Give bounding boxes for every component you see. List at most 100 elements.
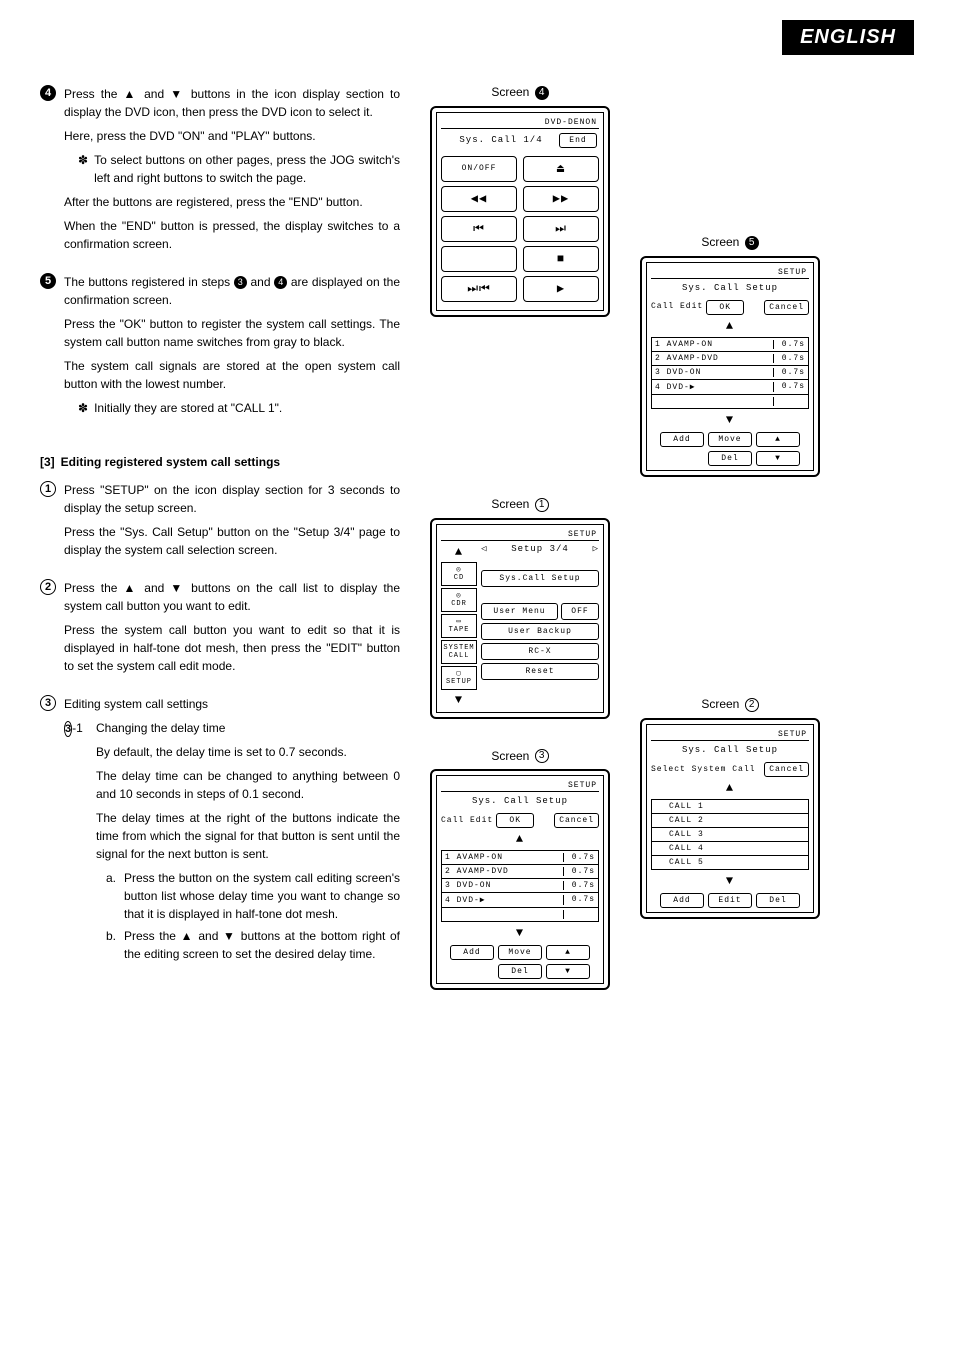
screen2-num: 2 xyxy=(745,698,759,712)
s5-up-arrow[interactable]: ▲ xyxy=(651,318,809,334)
step5-note: Initially they are stored at "CALL 1". xyxy=(94,399,282,417)
edit-step-1: 1 xyxy=(40,481,56,497)
s3-ok-button[interactable]: OK xyxy=(496,813,534,828)
s4-ab-button[interactable]: ⏭⏮ xyxy=(441,276,517,302)
s4-next-button[interactable]: ⏭ xyxy=(523,216,599,242)
s5-add-button[interactable]: Add xyxy=(660,432,704,447)
s4-play-button[interactable]: ▶ xyxy=(523,276,599,302)
s3-cancel-button[interactable]: Cancel xyxy=(554,813,599,828)
s3-calledit: Call Edit xyxy=(441,817,493,826)
estep3-p1: By default, the delay time is set to 0.7… xyxy=(96,743,400,761)
s3-add-button[interactable]: Add xyxy=(450,945,494,960)
syscall-icon[interactable]: SYSTEM CALL xyxy=(441,640,477,664)
estep3-p2: The delay time can be changed to anythin… xyxy=(96,767,400,803)
screen4-num: 4 xyxy=(535,86,549,100)
s3-down-arrow[interactable]: ▼ xyxy=(441,925,599,941)
cd-icon[interactable]: ◎CD xyxy=(441,562,477,586)
s4-blank-button[interactable] xyxy=(441,246,517,272)
cdr-icon[interactable]: ◎CDR xyxy=(441,588,477,612)
s2-down-arrow[interactable]: ▼ xyxy=(651,873,809,889)
list-item[interactable]: CALL 4 xyxy=(652,842,808,856)
estep3-title: Editing system call settings xyxy=(64,695,400,713)
s3-del-button[interactable]: Del xyxy=(498,964,542,979)
list-item[interactable]: CALL 3 xyxy=(652,828,808,842)
s1-header: SETUP xyxy=(441,529,599,541)
step4-p4: When the "END" button is pressed, the di… xyxy=(64,217,400,253)
s3-up-button[interactable]: ▲ xyxy=(546,945,590,960)
syscall-setup-button[interactable]: Sys.Call Setup xyxy=(481,570,599,587)
list-item[interactable]: 3 DVD-ON0.7s xyxy=(442,879,598,893)
up-arrow-icon[interactable]: ▲ xyxy=(441,544,477,560)
screen4-device: DVD-DENON Sys. Call 1/4 End ON/OFF ⏏ ◀◀ … xyxy=(430,106,610,317)
setup-icon[interactable]: ▢SETUP xyxy=(441,666,477,690)
edit-step-3: 3 xyxy=(40,695,56,711)
list-item[interactable]: CALL 2 xyxy=(652,814,808,828)
s2-cancel-button[interactable]: Cancel xyxy=(764,762,809,777)
s3-list: 1 AVAMP-ON0.7s 2 AVAMP-DVD0.7s 3 DVD-ON0… xyxy=(441,850,599,922)
s3-up-arrow[interactable]: ▲ xyxy=(441,831,599,847)
step5-p3: The system call signals are stored at th… xyxy=(64,357,400,393)
userbackup-button[interactable]: User Backup xyxy=(481,623,599,640)
rcx-button[interactable]: RC-X xyxy=(481,643,599,660)
s5-up-button[interactable]: ▲ xyxy=(756,432,800,447)
s2-edit-button[interactable]: Edit xyxy=(708,893,752,908)
s5-del-button[interactable]: Del xyxy=(708,451,752,466)
item-a-label: a. xyxy=(106,869,120,923)
s4-rew-button[interactable]: ◀◀ xyxy=(441,186,517,212)
s5-header: SETUP xyxy=(651,267,809,279)
s2-up-arrow[interactable]: ▲ xyxy=(651,780,809,796)
language-tab: ENGLISH xyxy=(782,20,914,55)
step4-p2: Here, press the DVD "ON" and "PLAY" butt… xyxy=(64,127,400,145)
s3-dn-button[interactable]: ▼ xyxy=(546,964,590,979)
s4-stop-button[interactable]: ■ xyxy=(523,246,599,272)
s5-ok-button[interactable]: OK xyxy=(706,300,744,315)
s4-title: Sys. Call 1/4 xyxy=(443,135,559,145)
s3-move-button[interactable]: Move xyxy=(498,945,542,960)
item-b-label: b. xyxy=(106,927,120,963)
list-item[interactable]: 2 AVAMP-DVD0.7s xyxy=(442,865,598,879)
screen1-device: SETUP ▲ ◎CD ◎CDR ▭TAPE SYSTEM CALL ▢SETU… xyxy=(430,518,610,719)
s2-del-button[interactable]: Del xyxy=(756,893,800,908)
substep-suffix: -1 xyxy=(72,721,83,735)
list-item[interactable]: 2 AVAMP-DVD0.7s xyxy=(652,352,808,366)
s4-end-button[interactable]: End xyxy=(559,133,597,148)
list-item[interactable]: 1 AVAMP-ON0.7s xyxy=(442,851,598,865)
tape-icon[interactable]: ▭TAPE xyxy=(441,614,477,638)
off-button[interactable]: OFF xyxy=(561,603,599,620)
list-item[interactable]: CALL 5 xyxy=(652,856,808,869)
screen5-device: SETUP Sys. Call Setup Call Edit OK Cance… xyxy=(640,256,820,477)
list-item[interactable]: 4 DVD-▶0.7s xyxy=(442,893,598,908)
list-item[interactable]: 4 DVD-▶0.7s xyxy=(652,380,808,395)
s4-eject-button[interactable]: ⏏ xyxy=(523,156,599,182)
reset-button[interactable]: Reset xyxy=(481,663,599,680)
screen2-label: Screen xyxy=(701,697,739,711)
estep2-p2: Press the system call button you want to… xyxy=(64,621,400,675)
step5-p2: Press the "OK" button to register the sy… xyxy=(64,315,400,351)
substep-num: 3 xyxy=(64,721,72,737)
list-item[interactable] xyxy=(442,908,598,921)
s5-move-button[interactable]: Move xyxy=(708,432,752,447)
s5-dn-button[interactable]: ▼ xyxy=(756,451,800,466)
list-item[interactable]: CALL 1 xyxy=(652,800,808,814)
down-arrow-icon[interactable]: ▼ xyxy=(441,692,477,708)
list-item[interactable]: 3 DVD-ON0.7s xyxy=(652,366,808,380)
page-right-icon[interactable] xyxy=(593,544,599,554)
s3-header: SETUP xyxy=(441,780,599,792)
screen5-num: 5 xyxy=(745,236,759,250)
s5-list: 1 AVAMP-ON0.7s 2 AVAMP-DVD0.7s 3 DVD-ON0… xyxy=(651,337,809,409)
usermenu-button[interactable]: User Menu xyxy=(481,603,558,620)
screen3-label: Screen xyxy=(491,749,529,763)
s4-prev-button[interactable]: ⏮ xyxy=(441,216,517,242)
list-item[interactable] xyxy=(652,395,808,408)
s2-title: Sys. Call Setup xyxy=(653,745,807,755)
step5-p1: The buttons registered in steps 3 and 4 … xyxy=(64,273,400,309)
list-item[interactable]: 1 AVAMP-ON0.7s xyxy=(652,338,808,352)
s2-add-button[interactable]: Add xyxy=(660,893,704,908)
s4-onoff-button[interactable]: ON/OFF xyxy=(441,156,517,182)
s4-ff-button[interactable]: ▶▶ xyxy=(523,186,599,212)
s1-page: Setup 3/4 xyxy=(490,544,589,554)
s2-list: CALL 1 CALL 2 CALL 3 CALL 4 CALL 5 xyxy=(651,799,809,870)
s5-cancel-button[interactable]: Cancel xyxy=(764,300,809,315)
page-left-icon[interactable] xyxy=(481,544,487,554)
s5-down-arrow[interactable]: ▼ xyxy=(651,412,809,428)
